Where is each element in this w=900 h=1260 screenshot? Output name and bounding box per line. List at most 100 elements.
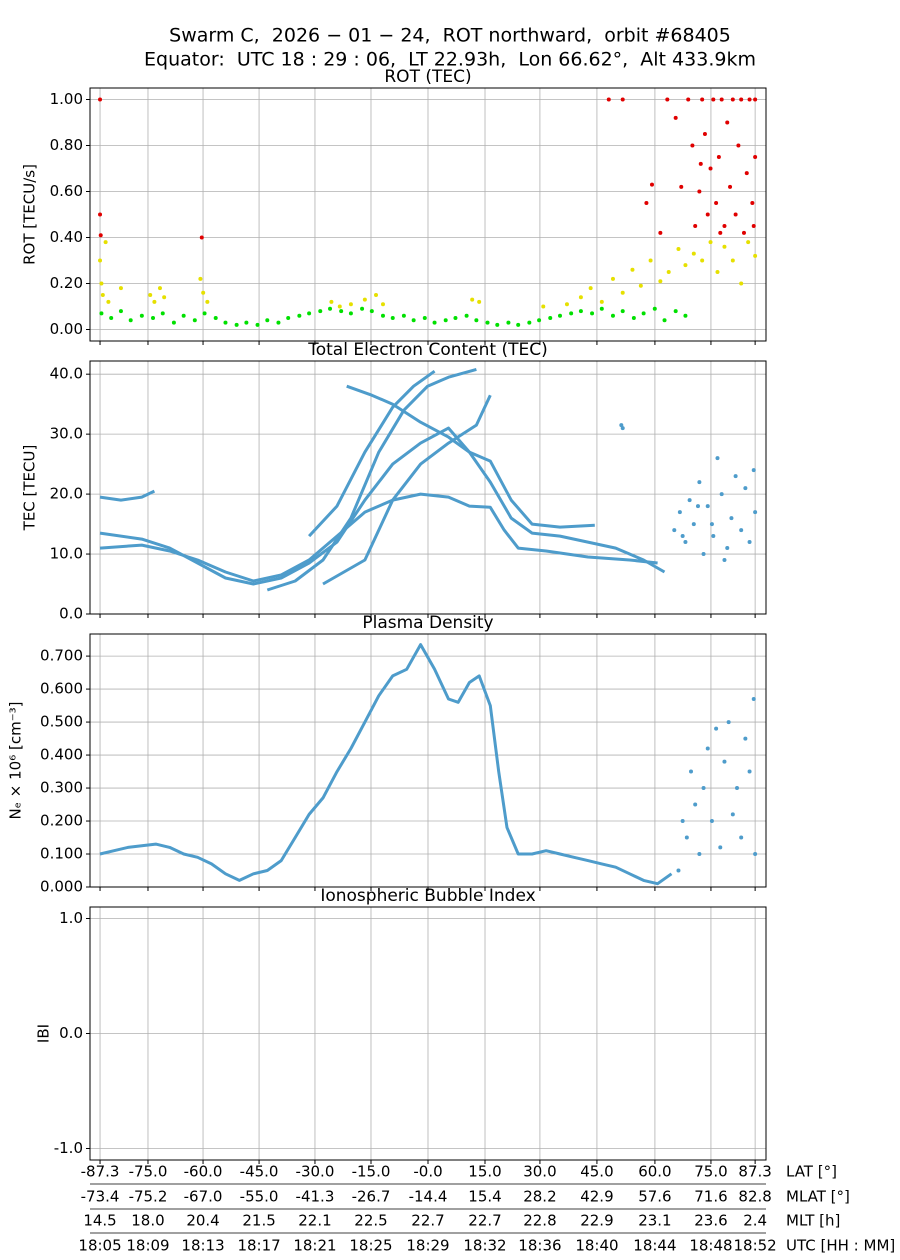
data-point (160, 311, 165, 316)
x-tick-label: 18:21 (293, 1237, 336, 1255)
data-point (743, 486, 748, 491)
x-tick-label: -15.0 (352, 1163, 391, 1181)
data-point (98, 97, 103, 102)
data-point (192, 318, 197, 323)
x-tick-label: 15.4 (468, 1188, 501, 1206)
data-point (369, 309, 374, 314)
data-point (648, 258, 653, 263)
x-row-label: UTC [HH : MM] (786, 1237, 895, 1255)
data-point (722, 759, 727, 764)
data-point (735, 786, 740, 791)
data-point (474, 318, 479, 323)
x-tick-label: 21.5 (242, 1212, 275, 1230)
x-tick-label: -60.0 (184, 1163, 223, 1181)
plot-frame (89, 360, 767, 615)
x-tick-label: 23.1 (638, 1212, 671, 1230)
data-point (673, 115, 678, 120)
data-point (722, 558, 727, 563)
data-point (588, 286, 593, 291)
data-point (751, 468, 756, 473)
x-tick-label: -87.3 (81, 1163, 120, 1181)
data-point (684, 835, 689, 840)
data-point (700, 258, 705, 263)
y-axis-label: TEC [TECU] (21, 445, 39, 532)
data-point (711, 97, 716, 102)
data-point (711, 534, 716, 539)
data-point (722, 244, 727, 249)
x-tick-label: 60.0 (638, 1163, 671, 1181)
data-point (276, 320, 281, 325)
data-point (620, 290, 625, 295)
data-point (701, 786, 706, 791)
data-point (725, 546, 730, 551)
data-point (701, 552, 706, 557)
data-point (213, 316, 218, 320)
y-tick-label: 0.40 (50, 228, 83, 246)
data-point (265, 318, 270, 323)
panel-title: Total Electron Content (TEC) (307, 340, 548, 360)
x-tick-label: 87.3 (738, 1163, 771, 1181)
y-tick-label: 30.0 (50, 425, 83, 443)
data-point (99, 281, 104, 286)
data-point (715, 456, 720, 461)
x-tick-label: 22.7 (468, 1212, 501, 1230)
data-point (339, 309, 344, 314)
data-track (346, 384, 666, 574)
data-point (485, 320, 490, 325)
data-point (118, 309, 123, 314)
data-point (680, 534, 685, 539)
data-point (198, 276, 203, 281)
panel-title: Plasma Density (362, 613, 493, 633)
x-tick-label: 18:13 (181, 1237, 224, 1255)
data-point (205, 299, 210, 304)
x-tick-label: 22.1 (298, 1212, 331, 1230)
x-tick-label: 18:29 (406, 1237, 449, 1255)
data-track (99, 643, 673, 886)
data-point (234, 322, 239, 327)
data-point (676, 247, 681, 251)
plot-frame (89, 87, 767, 342)
y-tick-label: 0.20 (50, 274, 83, 292)
data-point (100, 293, 105, 297)
y-tick-label: 0.000 (40, 878, 83, 896)
data-point (569, 311, 574, 316)
data-point (199, 235, 204, 240)
x-row-label: LAT [°] (786, 1163, 837, 1181)
data-point (630, 267, 635, 272)
data-point (677, 510, 682, 515)
y-tick-label: 1.00 (50, 90, 83, 108)
data-point (557, 313, 562, 318)
data-point (401, 313, 406, 318)
data-point (698, 161, 703, 166)
data-point (676, 868, 681, 873)
x-row-label: MLT [h] (786, 1212, 840, 1230)
y-tick-label: 0.60 (50, 182, 83, 200)
data-point (697, 480, 702, 485)
data-point (109, 316, 114, 320)
data-point (718, 845, 723, 850)
x-tick-label: 75.0 (694, 1163, 727, 1181)
data-point (464, 313, 469, 318)
data-point (564, 302, 569, 307)
data-point (687, 498, 692, 503)
data-point (741, 230, 746, 235)
data-point (348, 302, 353, 307)
data-point (697, 852, 702, 857)
plot-frame (89, 633, 767, 888)
data-point (578, 295, 583, 300)
x-tick-label: 30.0 (523, 1163, 556, 1181)
data-point (662, 318, 667, 323)
data-point (162, 295, 167, 300)
data-point (739, 97, 744, 102)
y-tick-label: 0.700 (40, 647, 83, 665)
data-point (726, 720, 731, 725)
data-point (422, 316, 427, 320)
data-point (658, 279, 663, 284)
x-tick-label: -26.7 (352, 1188, 391, 1206)
data-point (665, 97, 670, 102)
x-tick-label: 22.8 (523, 1212, 556, 1230)
data-point (709, 522, 714, 527)
data-point (337, 304, 342, 309)
data-point (652, 306, 657, 311)
data-point (297, 313, 302, 318)
